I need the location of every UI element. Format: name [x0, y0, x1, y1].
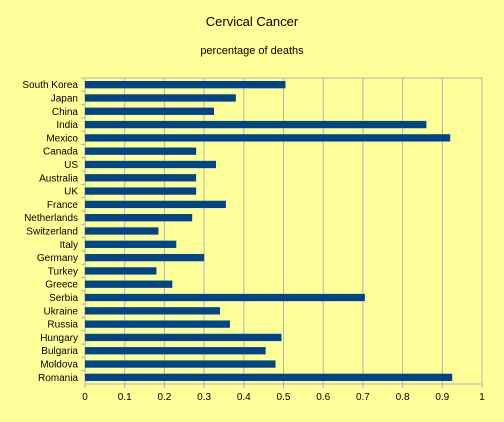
category-label: Romania — [38, 373, 78, 384]
bar — [85, 94, 236, 102]
category-label: Moldova — [40, 360, 78, 371]
category-label: Greece — [45, 280, 78, 291]
bar — [85, 347, 266, 355]
bar — [85, 227, 159, 235]
x-tick-label: 0.8 — [396, 392, 410, 403]
bar — [85, 160, 217, 169]
bar — [85, 360, 276, 368]
bar — [85, 267, 157, 275]
category-label: India — [56, 120, 78, 131]
bar — [85, 120, 427, 129]
x-tick-label: 0.2 — [157, 392, 171, 403]
chart-title: Cervical Cancer — [205, 14, 299, 29]
category-label: Italy — [60, 240, 78, 251]
bar — [85, 214, 193, 222]
chart-subtitle: percentage of deaths — [200, 45, 304, 57]
bar — [85, 134, 451, 142]
category-label: South Korea — [22, 80, 78, 91]
category-label: Switzerland — [26, 227, 78, 238]
x-tick-label: 0.1 — [118, 392, 132, 403]
x-tick-label: 0.3 — [197, 392, 211, 403]
category-label: Mexico — [46, 133, 78, 144]
bar — [85, 240, 177, 248]
bar — [85, 320, 230, 328]
x-tick-label: 0.7 — [356, 392, 370, 403]
category-label: UK — [64, 187, 78, 198]
category-label: China — [52, 107, 79, 118]
category-label: Ukraine — [44, 306, 79, 317]
x-tick-label: 0.6 — [316, 392, 330, 403]
bar — [85, 200, 226, 209]
category-label: Netherlands — [24, 213, 78, 224]
category-label: Germany — [37, 253, 78, 264]
category-label: Japan — [51, 93, 78, 104]
x-tick-label: 0.9 — [435, 392, 449, 403]
category-label: Russia — [47, 320, 78, 331]
bar — [85, 293, 365, 302]
bar — [85, 373, 453, 382]
bar — [85, 107, 215, 115]
bar — [85, 174, 197, 182]
category-label: Turkey — [48, 266, 78, 277]
bar — [85, 147, 197, 155]
x-tick-label: 1 — [479, 392, 485, 403]
x-tick-label: 0 — [82, 392, 88, 403]
category-label: France — [47, 200, 79, 211]
category-label: US — [64, 160, 78, 171]
bar — [85, 280, 173, 288]
bar — [85, 253, 205, 262]
category-label: Canada — [43, 147, 78, 158]
category-label: Hungary — [40, 333, 78, 344]
x-tick-label: 0.5 — [277, 392, 291, 403]
category-label: Australia — [39, 173, 78, 184]
bar — [85, 80, 286, 89]
bar — [85, 333, 282, 342]
bar — [85, 307, 220, 315]
category-label: Serbia — [49, 293, 78, 304]
x-tick-label: 0.4 — [237, 392, 251, 403]
bar — [85, 187, 197, 195]
category-label: Bulgaria — [41, 346, 78, 357]
